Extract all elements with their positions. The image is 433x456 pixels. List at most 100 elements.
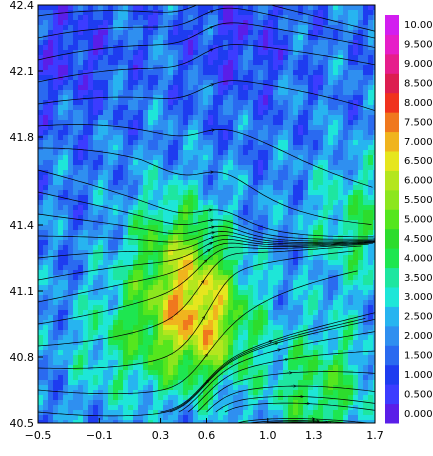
field-cell <box>138 170 144 176</box>
field-cell <box>123 65 129 71</box>
field-cell <box>133 240 139 246</box>
field-cell <box>308 235 314 241</box>
field-cell <box>323 25 329 31</box>
field-cell <box>113 330 119 336</box>
field-cell <box>93 70 99 76</box>
field-cell <box>118 320 124 326</box>
field-cell <box>353 260 359 266</box>
field-cell <box>138 30 144 36</box>
field-cell <box>308 40 314 46</box>
field-cell <box>183 85 189 91</box>
field-cell <box>238 130 244 136</box>
field-cell <box>368 65 374 71</box>
field-cell <box>243 190 249 196</box>
field-cell <box>73 250 79 256</box>
field-cell <box>93 330 99 336</box>
field-cell <box>263 285 269 291</box>
field-cell <box>38 365 44 371</box>
field-cell <box>78 140 84 146</box>
field-cell <box>178 265 184 271</box>
field-cell <box>338 60 344 66</box>
field-cell <box>208 40 214 46</box>
field-cell <box>148 190 154 196</box>
field-cell <box>348 55 354 61</box>
field-cell <box>238 100 244 106</box>
field-cell <box>88 115 94 121</box>
field-cell <box>238 270 244 276</box>
field-cell <box>313 195 319 201</box>
field-cell <box>358 180 364 186</box>
field-cell <box>253 305 259 311</box>
field-cell <box>308 60 314 66</box>
field-cell <box>338 110 344 116</box>
field-cell <box>263 90 269 96</box>
field-cell <box>203 105 209 111</box>
field-cell <box>283 5 289 11</box>
field-cell <box>303 185 309 191</box>
field-cell <box>298 35 304 41</box>
field-cell <box>313 65 319 71</box>
field-cell <box>103 245 109 251</box>
field-cell <box>118 140 124 146</box>
field-cell <box>203 265 209 271</box>
field-cell <box>288 260 294 266</box>
field-cell <box>318 210 324 216</box>
field-cell <box>143 325 149 331</box>
field-cell <box>83 155 89 161</box>
field-cell <box>103 290 109 296</box>
field-cell <box>118 225 124 231</box>
field-cell <box>223 335 229 341</box>
field-cell <box>108 175 114 181</box>
field-cell <box>188 350 194 356</box>
field-cell <box>358 90 364 96</box>
field-cell <box>328 190 334 196</box>
field-cell <box>253 175 259 181</box>
field-cell <box>348 300 354 306</box>
field-cell <box>283 90 289 96</box>
field-cell <box>78 5 84 11</box>
field-cell <box>103 275 109 281</box>
field-cell <box>293 215 299 221</box>
field-cell <box>143 260 149 266</box>
field-cell <box>133 90 139 96</box>
field-cell <box>53 220 59 226</box>
field-cell <box>253 345 259 351</box>
field-cell <box>183 30 189 36</box>
field-cell <box>273 40 279 46</box>
field-cell <box>323 200 329 206</box>
field-cell <box>108 100 114 106</box>
field-cell <box>363 165 369 171</box>
field-cell <box>48 50 54 56</box>
field-cell <box>83 50 89 56</box>
field-cell <box>183 150 189 156</box>
field-cell <box>78 365 84 371</box>
field-cell <box>263 75 269 81</box>
field-cell <box>348 190 354 196</box>
field-cell <box>103 90 109 96</box>
field-cell <box>133 360 139 366</box>
field-cell <box>58 300 64 306</box>
field-cell <box>363 235 369 241</box>
field-cell <box>248 270 254 276</box>
field-cell <box>163 40 169 46</box>
field-cell <box>53 325 59 331</box>
field-cell <box>328 360 334 366</box>
field-cell <box>168 165 174 171</box>
field-cell <box>153 195 159 201</box>
field-cell <box>148 10 154 16</box>
field-cell <box>363 295 369 301</box>
field-cell <box>253 235 259 241</box>
field-cell <box>223 310 229 316</box>
field-cell <box>348 335 354 341</box>
field-cell <box>63 85 69 91</box>
field-cell <box>78 200 84 206</box>
field-cell <box>63 115 69 121</box>
field-cell <box>328 165 334 171</box>
field-cell <box>108 205 114 211</box>
field-cell <box>183 5 189 11</box>
field-cell <box>88 35 94 41</box>
field-cell <box>278 255 284 261</box>
field-cell <box>223 120 229 126</box>
field-cell <box>238 55 244 61</box>
field-cell <box>73 95 79 101</box>
